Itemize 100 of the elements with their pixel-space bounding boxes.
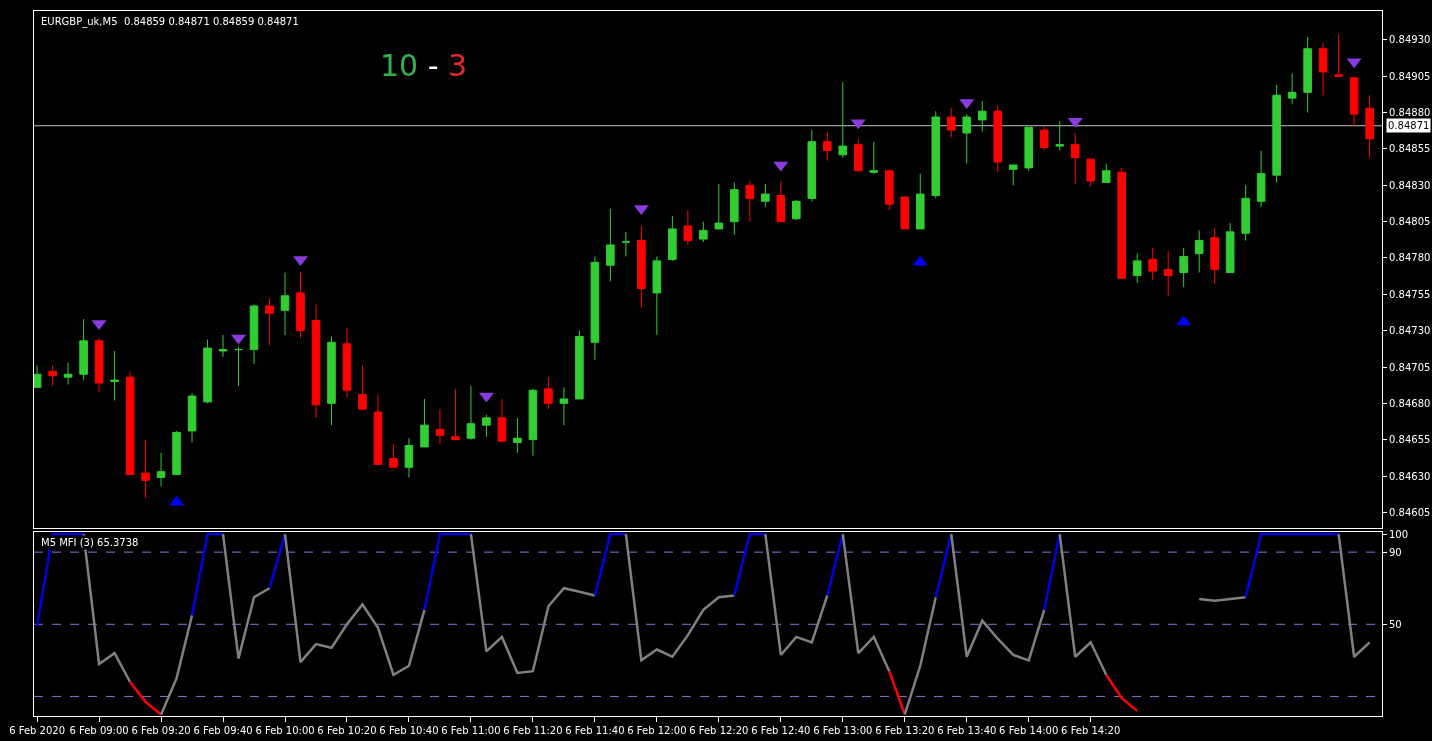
candlestick [94, 337, 104, 393]
candlestick [234, 346, 243, 387]
candlestick [358, 365, 367, 410]
y-tick-label: 0.84905 [1389, 70, 1431, 82]
candlestick [1039, 125, 1049, 151]
candlestick [1225, 222, 1235, 274]
candlestick [63, 362, 73, 385]
y-tick-label: 0.84755 [1389, 288, 1431, 300]
candlestick [823, 131, 832, 162]
candlestick [915, 173, 925, 230]
candlestick [249, 304, 259, 365]
candlestick [606, 208, 615, 282]
y-tick-label: 0.84705 [1389, 361, 1431, 373]
line-series [624, 532, 736, 662]
y-tick-label: 0.84855 [1389, 143, 1431, 155]
candlestick [621, 231, 631, 258]
x-tick-label: 6 Feb 10:00 [255, 725, 315, 737]
candlestick [807, 129, 817, 202]
x-tick-label: 6 Feb 09:40 [193, 725, 253, 737]
candlestick [730, 181, 739, 236]
candlestick [1318, 42, 1328, 96]
candlestick [761, 183, 770, 208]
candlestick [203, 338, 212, 404]
candlestick [342, 327, 352, 399]
candlestick [497, 398, 507, 442]
line-series [1058, 532, 1108, 677]
candlestick [466, 385, 476, 441]
candlestick [1024, 126, 1034, 172]
candlestick [172, 430, 181, 476]
candlestick [1070, 132, 1080, 185]
y-tick-label: 90 [1389, 546, 1402, 558]
y-tick-label: 0.84655 [1389, 434, 1431, 446]
candlestick [854, 138, 863, 172]
candlestick [699, 221, 708, 243]
y-tick-label: 0.84880 [1389, 107, 1431, 119]
ref-line-label: 0.84871 [1388, 120, 1430, 131]
candlestick [993, 104, 1003, 173]
x-tick-label: 6 Feb 11:40 [565, 725, 625, 737]
y-tick-label: 0.84830 [1389, 179, 1431, 191]
x-tick-label: 6 Feb 10:20 [317, 725, 377, 737]
candlestick [1163, 250, 1173, 297]
candlestick [884, 168, 894, 211]
x-tick-label: 6 Feb 11:00 [441, 725, 501, 737]
x-tick-label: 6 Feb 2020 [9, 725, 66, 737]
text: M5 MFI (3) 65.3738 [41, 537, 139, 548]
line-series [469, 532, 597, 675]
candlestick [1148, 247, 1157, 281]
candlestick [962, 113, 972, 165]
candlestick [110, 350, 119, 401]
candlestick [389, 443, 398, 468]
x-tick-label: 6 Feb 14:00 [999, 725, 1059, 737]
y-tick-label: 100 [1389, 528, 1409, 540]
y-tick-label: 0.84730 [1389, 325, 1431, 337]
candlestick [482, 414, 491, 438]
candlestick [575, 330, 584, 400]
x-tick-label: 6 Feb 12:20 [689, 725, 749, 737]
candlestick [1334, 33, 1343, 77]
y-tick-label: 0.84630 [1389, 470, 1431, 482]
candlestick [1055, 120, 1065, 151]
candlestick [435, 408, 445, 445]
candlestick [946, 107, 956, 138]
candlestick [1272, 84, 1281, 183]
candlestick [637, 225, 646, 308]
x-tick-label: 6 Feb 13:40 [937, 725, 997, 737]
candlestick [668, 215, 677, 262]
candlestick [513, 417, 522, 454]
candlestick [141, 439, 150, 499]
candlestick [559, 386, 569, 426]
candlestick [327, 335, 336, 426]
annotation: 3 [448, 48, 468, 83]
candlestick [1303, 36, 1312, 114]
line-series [841, 532, 891, 673]
x-tick-label: 6 Feb 09:00 [69, 725, 129, 737]
line-series [283, 532, 426, 677]
candlestick [931, 110, 941, 199]
annotation: - [427, 48, 439, 83]
candlestick [1210, 226, 1219, 285]
candlestick [792, 199, 801, 221]
candlestick [373, 394, 383, 465]
candlestick [265, 298, 274, 346]
annotation: 10 [380, 48, 419, 83]
y-tick-label: 0.84680 [1389, 397, 1431, 409]
candlestick [34, 365, 42, 388]
candlestick [451, 388, 460, 441]
x-tick-label: 6 Feb 09:20 [131, 725, 191, 737]
candlestick [187, 392, 197, 444]
x-tick-label: 6 Feb 10:40 [379, 725, 439, 737]
line-series [221, 532, 271, 660]
candlestick [404, 437, 414, 478]
candlestick [1256, 149, 1266, 208]
candlestick [156, 452, 166, 487]
x-tick-label: 6 Feb 11:20 [503, 725, 563, 737]
candlestick [652, 256, 662, 336]
candlestick [1241, 184, 1250, 242]
x-tick-label: 6 Feb 14:20 [1061, 725, 1121, 737]
candlestick [977, 100, 987, 133]
candlestick [1179, 247, 1188, 288]
candlestick [1287, 72, 1297, 105]
candlestick [838, 81, 848, 159]
candlestick [776, 180, 786, 223]
